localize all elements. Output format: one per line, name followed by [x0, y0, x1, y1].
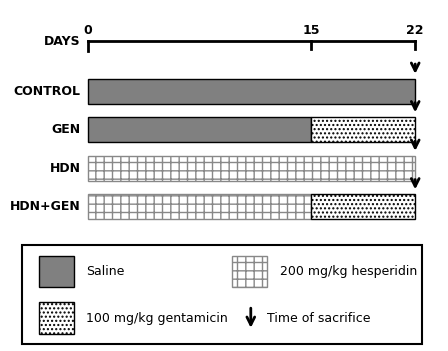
Bar: [232, 256, 267, 287]
Text: Time of sacrifice: Time of sacrifice: [267, 311, 371, 325]
Bar: [311, 117, 415, 142]
Bar: [88, 79, 415, 104]
Bar: [88, 155, 415, 181]
Text: 100 mg/kg gentamicin: 100 mg/kg gentamicin: [86, 311, 228, 325]
Bar: [88, 117, 311, 142]
Text: Saline: Saline: [86, 265, 124, 278]
Bar: [88, 194, 311, 219]
Text: 200 mg/kg hesperidin: 200 mg/kg hesperidin: [280, 265, 417, 278]
Bar: [39, 302, 73, 334]
Bar: [39, 256, 73, 287]
Text: DAYS: DAYS: [44, 34, 81, 47]
Text: 15: 15: [302, 24, 320, 37]
Text: 0: 0: [84, 24, 92, 37]
Text: CONTROL: CONTROL: [13, 85, 81, 98]
Text: HDN: HDN: [50, 161, 81, 174]
Text: 22: 22: [406, 24, 424, 37]
Text: HDN+GEN: HDN+GEN: [10, 200, 81, 213]
Text: GEN: GEN: [52, 123, 81, 136]
Bar: [311, 194, 415, 219]
